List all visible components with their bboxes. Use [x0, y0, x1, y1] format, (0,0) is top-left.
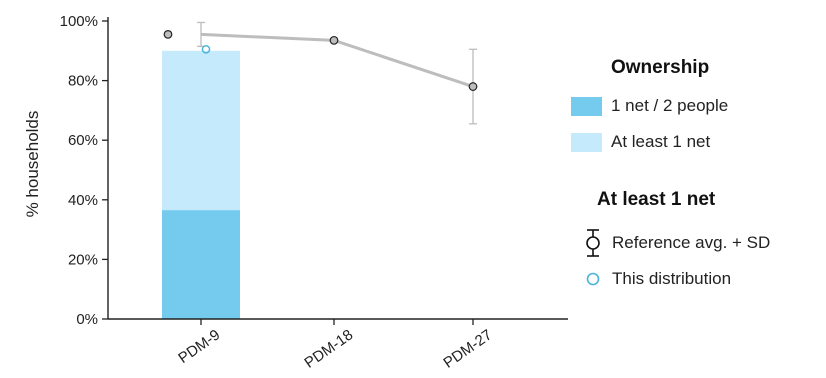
legend-title-at-least-one-net: At least 1 net [597, 189, 716, 210]
reference-point [468, 82, 478, 91]
legend-item-one-net-two-people: 1 net / 2 people [571, 96, 728, 116]
x-tick-label: PDM-18 [301, 326, 356, 371]
x-axis: PDM-9 PDM-18 PDM-27 [108, 318, 568, 372]
legend-label: 1 net / 2 people [611, 96, 729, 115]
legend-label: This distribution [612, 269, 732, 288]
legend-item-reference-avg: Reference avg. + SD [582, 228, 770, 258]
legend: Ownership 1 net / 2 people At least 1 ne… [568, 0, 826, 378]
y-tick-label: 60% [68, 132, 98, 149]
y-tick-label: 40% [68, 192, 98, 209]
bar-one-net-two-people [162, 210, 240, 319]
swatch-at-least-one-icon [571, 132, 602, 152]
legend-title-ownership: Ownership [611, 57, 710, 78]
x-tick-label: PDM-27 [440, 326, 495, 371]
y-axis-title: % households [23, 111, 42, 218]
y-tick-label: 80% [68, 73, 98, 90]
reference-point [163, 30, 173, 39]
legend-label: At least 1 net [611, 132, 711, 151]
errorbar-circle-icon [586, 229, 600, 257]
y-tick-label: 20% [68, 251, 98, 268]
hollow-circle-icon [586, 272, 600, 286]
bars [162, 50, 240, 320]
chart: % households 0%20%40%60%80%100% PDM-9 PDM… [23, 13, 568, 372]
legend-item-this-distribution: This distribution [582, 268, 731, 290]
y-axis: 0% 20% 40% 60% 80% 100% [60, 13, 109, 328]
distribution-points [201, 44, 211, 54]
y-tick-label: 0% [76, 311, 98, 328]
legend-label: Reference avg. + SD [612, 233, 771, 252]
reference-point [329, 35, 339, 45]
distribution-point [201, 44, 211, 54]
swatch-one-net-icon [571, 96, 602, 116]
legend-item-at-least-one-net: At least 1 net [571, 132, 710, 152]
x-tick-label: PDM-9 [175, 326, 223, 367]
y-tick-label: 100% [60, 13, 98, 30]
